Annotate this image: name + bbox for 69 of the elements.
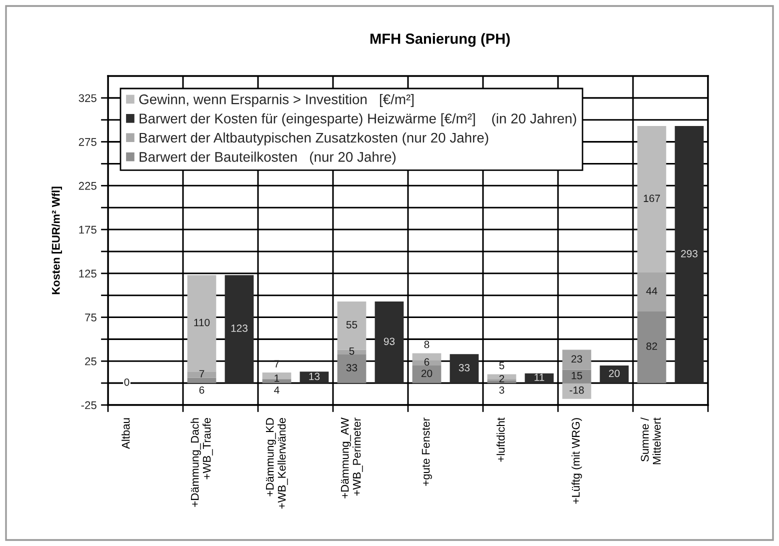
data-label: 82 (646, 342, 658, 350)
bar (300, 372, 329, 384)
data-label: 0 (124, 378, 130, 386)
data-label: -18 (570, 386, 584, 394)
data-label: 93 (384, 338, 395, 346)
data-label: 1 (274, 374, 280, 382)
bar (187, 378, 216, 384)
y-tick-label: 75 (85, 314, 96, 322)
bar (412, 366, 442, 384)
bar (637, 311, 666, 384)
data-label: 20 (421, 370, 432, 378)
bar (187, 275, 216, 372)
x-tick-label: +luftdicht (496, 418, 505, 462)
x-tick-label: Summe / Mittelwert (640, 418, 661, 464)
bar (562, 350, 592, 370)
legend-label: Barwert der Bauteilkosten (nur 20 Jahre) (140, 152, 396, 165)
data-label: 8 (424, 340, 430, 348)
x-tick-label: +Dämmung_KD +WB_Kellerwände (266, 418, 288, 509)
data-label: 7 (199, 370, 204, 378)
bar (224, 275, 254, 384)
data-label: 4 (274, 386, 280, 394)
bar (637, 126, 666, 273)
chart-title: MFH Sanierung (PH) (370, 33, 510, 47)
data-label: 293 (681, 250, 698, 258)
data-label: 110 (194, 318, 210, 326)
bar (450, 354, 479, 384)
legend-label: Gewinn, wenn Ersparnis > Investition [€/m²] (139, 94, 414, 108)
data-label: 33 (346, 364, 358, 372)
data-label: 13 (309, 372, 320, 380)
data-label: 3 (499, 386, 504, 394)
bar (374, 301, 404, 384)
data-label: 5 (499, 362, 504, 370)
y-tick-label: 275 (78, 138, 96, 146)
bar (562, 370, 592, 384)
data-label: 20 (608, 370, 620, 378)
y-tick-label: 125 (79, 270, 96, 278)
data-label: 7 (274, 360, 280, 368)
data-label: 6 (199, 386, 204, 394)
data-label: 23 (571, 355, 582, 363)
legend-label: Barwert der Kosten für (eingesparte) Heizwärme [€/m²] (in 20 Jahren) (140, 113, 576, 126)
bar (637, 272, 666, 312)
y-axis-title: Kosten [EUR/m² Wfl] (52, 186, 62, 294)
data-label: 44 (646, 287, 658, 295)
bar (337, 350, 366, 354)
x-tick-label: Altbau (122, 418, 130, 449)
bar (600, 366, 629, 384)
data-label: 5 (349, 347, 354, 355)
data-label: 33 (458, 364, 470, 372)
legend-label: Barwert der Altbautypischen Zusatzkosten (nur 20 Jahre) (140, 132, 488, 146)
y-tick-label: 25 (85, 357, 96, 366)
y-tick-label: 325 (78, 94, 96, 102)
data-label: 55 (346, 321, 358, 328)
y-tick-label: -25 (81, 401, 96, 410)
data-label: 2 (499, 374, 504, 382)
bar (187, 372, 216, 378)
x-tick-label: +Dämmung_AW +WB_Perimeter (340, 418, 363, 498)
data-label: 11 (534, 374, 544, 381)
data-label: 15 (572, 372, 582, 380)
bar (337, 354, 366, 384)
x-tick-label: +Dämmung_Dach +WB_Traufe (190, 418, 213, 507)
data-label: 123 (231, 324, 248, 332)
x-tick-label: +Lüftg (mit WRG) (572, 418, 582, 504)
data-label: 167 (644, 194, 660, 202)
x-tick-label: +gute Fenster (422, 418, 432, 486)
y-tick-label: 225 (78, 182, 96, 190)
data-label: 6 (424, 358, 430, 366)
bar (674, 126, 704, 384)
y-tick-label: 175 (79, 226, 96, 234)
bar (562, 383, 592, 399)
